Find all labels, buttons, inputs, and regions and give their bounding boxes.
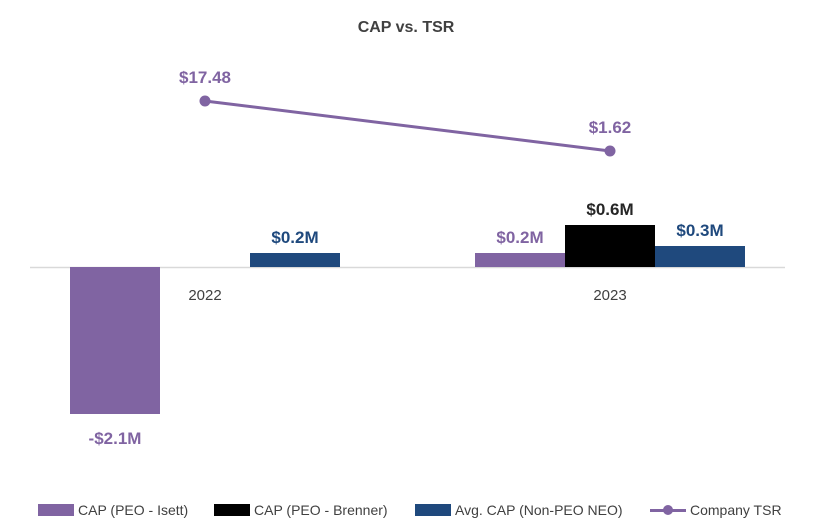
legend-item-avg-cap: Avg. CAP (Non-PEO NEO) (415, 498, 623, 522)
legend-item-company-tsr: Company TSR (650, 498, 782, 522)
legend: CAP (PEO - Isett) CAP (PEO - Brenner) Av… (0, 498, 819, 522)
legend-label-cap-isett: CAP (PEO - Isett) (78, 502, 189, 518)
tsr-point-2023 (604, 145, 616, 157)
bar-cap-peo-isett-2023 (475, 253, 565, 267)
chart-title: CAP vs. TSR (358, 19, 455, 36)
cap-vs-tsr-chart: CAP vs. TSR 2022 2023 -$2.1M $0.2M $0.6M $0.2… (30, 19, 785, 448)
data-label-cap-peo-isett-2022: -$2.1M (89, 429, 142, 448)
bars-layer (70, 225, 745, 414)
tsr-label-2022: $17.48 (179, 68, 231, 87)
legend-item-cap-brenner: CAP (PEO - Brenner) (214, 498, 388, 522)
bar-cap-peo-brenner-2023 (565, 225, 655, 267)
legend-item-cap-isett: CAP (PEO - Isett) (38, 498, 188, 522)
data-label-avg-cap-non-peo-neo-2023: $0.3M (676, 221, 723, 240)
tsr-line (204, 99, 611, 153)
bar-cap-peo-isett-2022 (70, 267, 160, 414)
tsr-label-2023: $1.62 (589, 118, 632, 137)
legend-label-company-tsr: Company TSR (690, 502, 782, 518)
data-label-cap-peo-isett-2023: $0.2M (496, 228, 543, 247)
legend-swatch-cap-isett (38, 504, 74, 516)
x-tick-label-2023: 2023 (593, 287, 626, 304)
bar-avg-cap-non-peo-neo-2023 (655, 246, 745, 267)
bar-avg-cap-non-peo-neo-2022 (250, 253, 340, 267)
legend-swatch-cap-brenner (214, 504, 250, 516)
legend-swatch-avg-cap (415, 504, 451, 516)
tsr-line-layer (199, 95, 616, 157)
tsr-point-2022 (199, 95, 211, 107)
legend-label-cap-brenner: CAP (PEO - Brenner) (254, 502, 388, 518)
legend-label-avg-cap: Avg. CAP (Non-PEO NEO) (455, 502, 623, 518)
legend-swatch-company-tsr (650, 504, 686, 516)
data-label-cap-peo-brenner-2023: $0.6M (586, 200, 633, 219)
labels-layer: 2022 2023 -$2.1M $0.2M $0.6M $0.2M $0.3M $17.48… (89, 68, 724, 448)
data-label-avg-cap-non-peo-neo-2022: $0.2M (271, 228, 318, 247)
x-tick-label-2022: 2022 (188, 287, 221, 304)
